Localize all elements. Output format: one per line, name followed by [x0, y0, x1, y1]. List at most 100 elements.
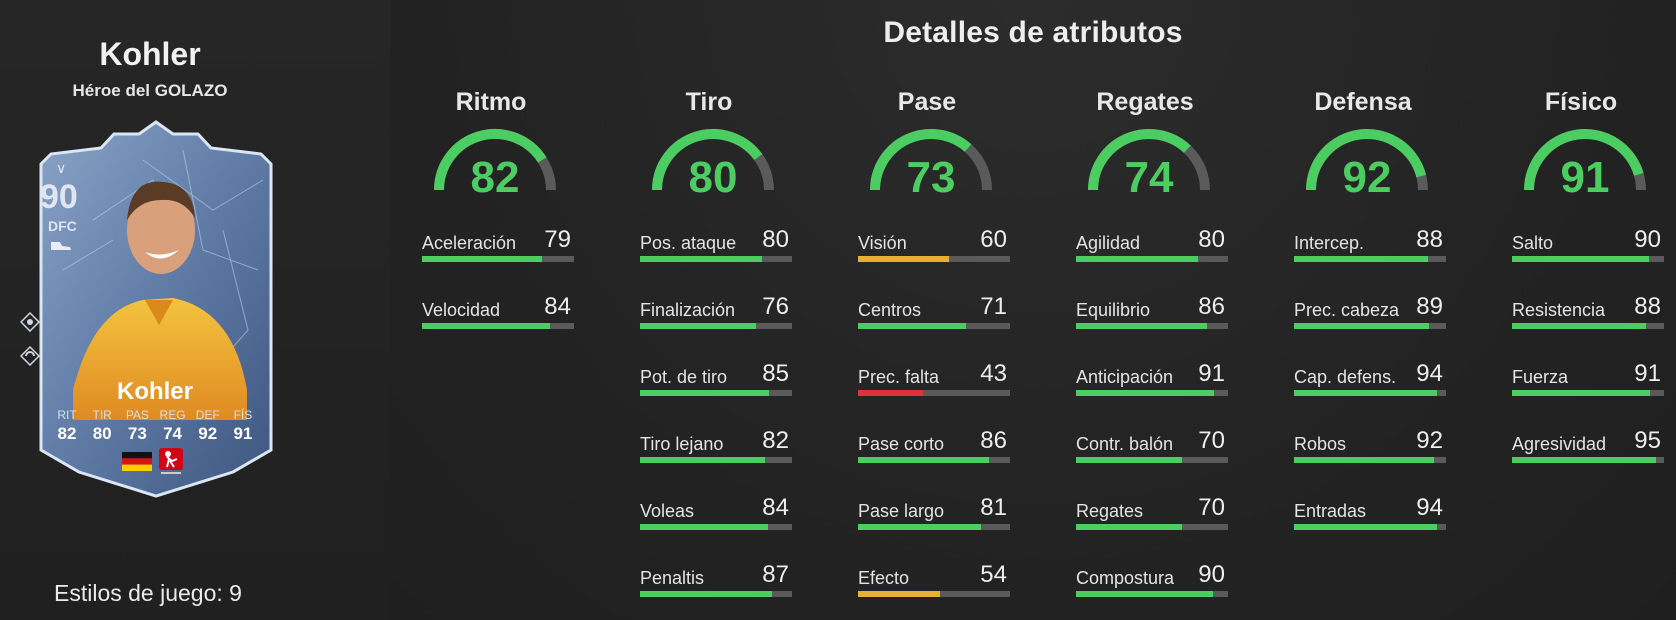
player-name: Kohler — [99, 36, 201, 72]
stat-label: Efecto — [858, 568, 910, 588]
stat-label: Velocidad — [422, 300, 501, 320]
germany-flag-icon — [122, 452, 152, 471]
stat-value: 84 — [544, 293, 571, 320]
stat-label: Visión — [858, 233, 907, 253]
stat-bar-fill — [640, 256, 762, 262]
stat-bar-track — [858, 323, 1010, 329]
stat-label: Prec. cabeza — [1294, 300, 1400, 320]
stat-bar-track — [640, 457, 792, 463]
card-stat-label: TIR — [92, 408, 112, 422]
stat-bar-track — [640, 524, 792, 530]
stat-value: 88 — [1634, 293, 1661, 320]
stat-bar-track — [422, 256, 574, 262]
stat-value: 76 — [762, 293, 789, 320]
stat-bar-fill — [1076, 457, 1183, 463]
stat-value: 70 — [1198, 494, 1225, 521]
category-value: 91 — [1561, 153, 1610, 198]
stat-bar-fill — [1512, 457, 1657, 463]
stat-label: Voleas — [640, 501, 695, 521]
stat-bar-track — [1076, 524, 1228, 530]
stat-value: 54 — [980, 561, 1007, 588]
stat-label: Agilidad — [1076, 233, 1141, 253]
category-value: 74 — [1125, 153, 1174, 198]
card-stat-def: DEF 92 — [193, 408, 223, 444]
stat-label: Prec. falta — [858, 367, 940, 387]
card-stat-label: PAS — [125, 408, 149, 422]
stat-bar-fill — [1076, 323, 1207, 329]
card-stat-rit: RIT 82 — [52, 408, 82, 444]
stat-label: Equilibrio — [1076, 300, 1151, 320]
category-name: Tiro — [685, 88, 733, 116]
stat-bar-fill — [640, 323, 756, 329]
card-stat-label: RIT — [57, 408, 77, 422]
card-rating: 90 — [40, 178, 78, 216]
card-stat-value: 74 — [163, 424, 183, 443]
card-stat-value: 82 — [57, 424, 77, 443]
stat-bar-track — [640, 591, 792, 597]
stat-value: 88 — [1416, 226, 1443, 253]
stat-bar-track — [1512, 256, 1664, 262]
category-name: Pase — [897, 88, 957, 116]
playstyle-badge-icon — [20, 312, 40, 332]
stat-bar-track — [1294, 524, 1446, 530]
category-value: 82 — [471, 153, 520, 198]
category-value: 80 — [689, 153, 738, 198]
card-stat-value: 91 — [233, 424, 253, 443]
stat-bar-fill — [858, 323, 966, 329]
card-stat-value: 73 — [127, 424, 147, 443]
stat-bar-fill — [422, 256, 543, 262]
stat-value: 91 — [1198, 360, 1225, 387]
stat-bar-fill — [858, 457, 989, 463]
stat-label: Robos — [1294, 434, 1347, 454]
stat-bar-track — [1076, 323, 1228, 329]
card-stat-label: FÍS — [233, 408, 253, 422]
stat-value: 87 — [762, 561, 789, 588]
stat-value: 90 — [1198, 561, 1225, 588]
gauge-fill — [870, 129, 972, 191]
stat-label: Cap. defens. — [1294, 367, 1397, 387]
stat-bar-track — [1076, 256, 1228, 262]
stat-bar-fill — [1294, 524, 1437, 530]
stat-bar-track — [1076, 457, 1228, 463]
stat-bar-fill — [858, 390, 924, 396]
stat-bar-fill — [1512, 390, 1651, 396]
stat-label: Fuerza — [1512, 367, 1569, 387]
category-gauge: 73 — [870, 129, 992, 198]
stat-label: Aceleración — [422, 233, 517, 253]
category-name: Regates — [1096, 88, 1194, 116]
stat-bar-track — [422, 323, 574, 329]
stat-bar-track — [1294, 256, 1446, 262]
playstyles-count[interactable]: Estilos de juego: 9 — [54, 580, 242, 606]
stat-label: Pot. de tiro — [640, 367, 728, 387]
category-name: Defensa — [1314, 88, 1412, 116]
stat-value: 71 — [980, 293, 1007, 320]
card-stat-fis: FÍS 91 — [228, 408, 258, 444]
stat-value: 60 — [980, 226, 1007, 253]
chevron-down-icon: ∨ — [56, 160, 67, 176]
stat-bar-track — [1294, 457, 1446, 463]
stat-bar-fill — [640, 390, 770, 396]
card-player-name: Kohler — [116, 378, 193, 405]
category-gauge: 80 — [652, 129, 774, 198]
stat-bar-track — [1512, 390, 1664, 396]
gauge-fill — [1306, 129, 1427, 191]
gauge-fill — [434, 129, 547, 191]
card-position: DFC — [48, 218, 77, 234]
stat-bar-fill — [640, 524, 768, 530]
category-gauge: 74 — [1088, 129, 1210, 198]
stat-bar-track — [1294, 390, 1446, 396]
stat-value: 95 — [1634, 427, 1661, 454]
stat-bar-track — [1512, 323, 1664, 329]
stat-bar-track — [858, 390, 1010, 396]
stat-value: 90 — [1634, 226, 1661, 253]
stat-label: Resistencia — [1512, 300, 1606, 320]
stat-value: 92 — [1416, 427, 1443, 454]
stat-label: Contr. balón — [1076, 434, 1174, 454]
stat-bar-fill — [1076, 524, 1183, 530]
stat-bar-fill — [422, 323, 550, 329]
stat-label: Pase corto — [858, 434, 945, 454]
stat-value: 82 — [762, 427, 789, 454]
card-stat-value: 80 — [92, 424, 112, 443]
page-title: Detalles de atributos — [883, 16, 1183, 49]
player-panel: Kohler Héroe del GOLAZO ∨ 90 — [0, 0, 390, 620]
